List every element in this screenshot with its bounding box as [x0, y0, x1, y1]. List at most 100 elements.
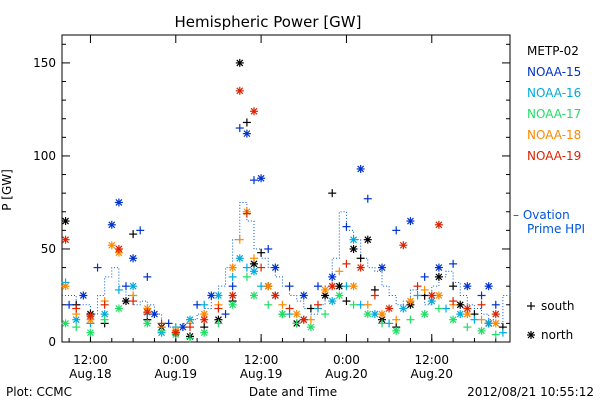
north-point: [434, 220, 443, 229]
south-point: [314, 282, 322, 291]
south-point: [65, 300, 74, 309]
south-point: [321, 310, 330, 319]
south-point: [498, 328, 507, 337]
south-point: [72, 323, 81, 332]
south-point: [413, 291, 422, 300]
plot-timestamp: 2012/08/21 10:55:12: [467, 385, 594, 399]
x-tick-date: Aug.20: [411, 367, 454, 381]
x-tick-time: 12:00: [244, 353, 279, 367]
south-point: [100, 315, 109, 324]
north-point: [349, 282, 358, 291]
north-point: [491, 310, 500, 319]
north-point: [399, 304, 408, 313]
north-point: [228, 291, 237, 300]
legend-entry: NOAA-17: [527, 107, 581, 121]
south-point: [129, 297, 138, 306]
south-point: [221, 310, 230, 319]
chart-title: Hemispheric Power [GW]: [175, 13, 362, 31]
x-tick-date: Aug.19: [240, 367, 283, 381]
north-point: [61, 217, 70, 226]
north-point: [86, 311, 95, 320]
x-tick-date: Aug.19: [155, 367, 198, 381]
south-point: [356, 300, 365, 309]
north-point: [370, 310, 379, 319]
south-point: [129, 230, 138, 239]
north-point: [484, 282, 493, 291]
north-point: [385, 304, 394, 313]
south-point: [491, 330, 500, 339]
south-point: [477, 291, 486, 300]
south-point: [186, 323, 194, 332]
south-point: [264, 244, 273, 253]
north-point: [420, 310, 429, 319]
north-point: [328, 297, 337, 306]
legend-entry: NOAA-18: [527, 128, 581, 142]
north-point: [61, 282, 70, 291]
legend-entry: METP-02: [527, 44, 579, 58]
south-point: [463, 323, 472, 332]
south-point: [214, 304, 223, 313]
north-point: [150, 310, 159, 319]
x-tick-date: Aug.20: [325, 367, 368, 381]
south-point: [314, 300, 322, 309]
north-point: [264, 282, 273, 291]
south-point: [242, 118, 251, 127]
north-point: [328, 282, 337, 291]
south-point: [228, 282, 237, 291]
north-point: [434, 263, 443, 272]
south-point: [328, 189, 337, 198]
south-point: [257, 263, 266, 272]
north-point: [107, 241, 116, 250]
north-point: [292, 310, 301, 319]
south-point: [370, 291, 379, 300]
south-point: [378, 319, 386, 328]
south-point: [363, 194, 372, 203]
north-point: [278, 310, 287, 319]
south-point: [257, 282, 266, 291]
ovation-legend-line2: Prime HPI: [527, 222, 585, 236]
north-point: [200, 315, 209, 324]
x-axis-label: Date and Time: [249, 385, 337, 399]
north-point: [349, 244, 358, 253]
south-point: [235, 124, 244, 133]
south-point: [477, 300, 486, 309]
y-axis-ticks: 0 50 100 150: [33, 43, 510, 349]
north-point: [235, 58, 244, 67]
south-point: [257, 248, 266, 257]
north-point: [349, 235, 358, 244]
south-point: [392, 315, 401, 324]
north-point: [61, 319, 70, 328]
south-point: [363, 300, 372, 309]
north-point: [463, 304, 472, 313]
south-point: [250, 254, 258, 263]
north-point: [463, 282, 472, 291]
south-point: [122, 282, 130, 291]
north-point: [114, 198, 123, 207]
south-point: [100, 300, 109, 309]
south-point: [342, 282, 351, 291]
north-point: [114, 304, 123, 313]
south-point: [214, 319, 223, 328]
north-point: [200, 328, 209, 337]
north-point: [427, 291, 436, 300]
north-point: [306, 323, 315, 332]
y-tick-label: 0: [48, 335, 56, 349]
x-tick-time: 12:00: [73, 353, 108, 367]
south-point: [449, 297, 458, 306]
north-marker-symbol: [527, 331, 535, 339]
south-point: [114, 285, 123, 294]
north-point: [356, 263, 365, 272]
south-point: [420, 285, 429, 294]
south-point: [434, 304, 443, 313]
north-point: [427, 297, 436, 306]
south-point: [477, 315, 486, 324]
north-point: [250, 267, 258, 276]
south-point: [449, 259, 458, 268]
north-point: [178, 323, 187, 332]
y-tick-label: 100: [33, 149, 56, 163]
ovation-legend-line1: – Ovation: [513, 208, 570, 222]
north-point: [378, 263, 386, 272]
plot-credit: Plot: CCMC: [6, 385, 72, 399]
south-point: [93, 263, 102, 272]
